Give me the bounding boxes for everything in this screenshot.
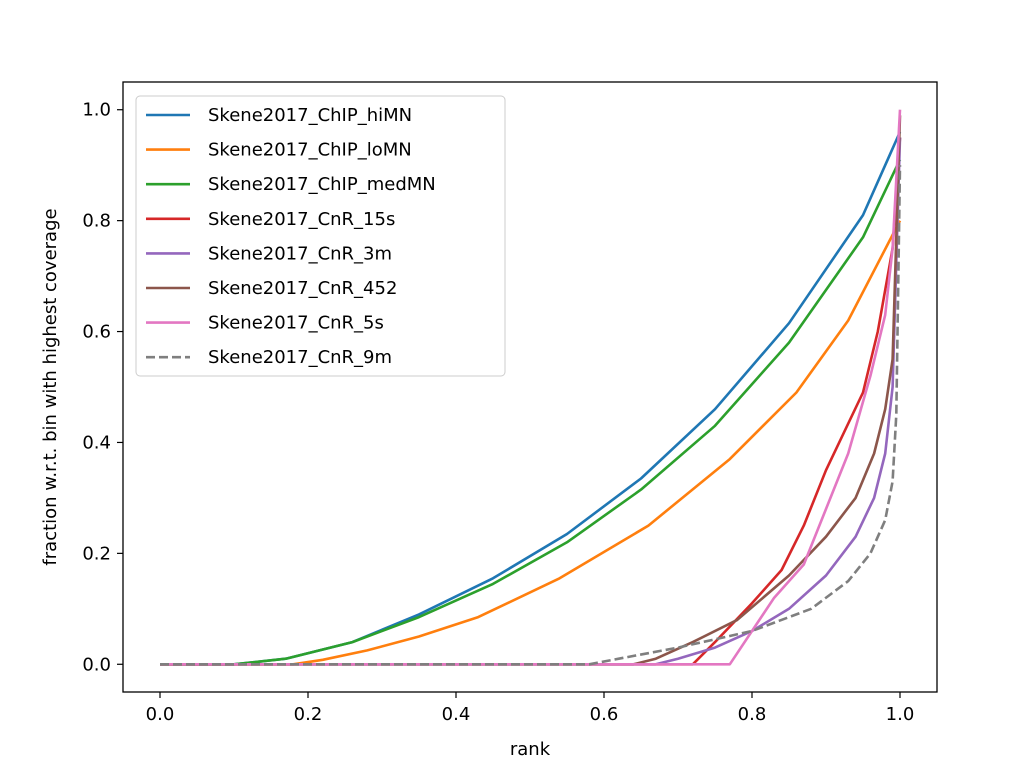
- legend-label: Skene2017_CnR_5s: [208, 313, 384, 334]
- legend: Skene2017_ChIP_hiMN Skene2017_ChIP_loMN Sk…: [135, 95, 506, 377]
- x-tick-label: 0.8: [738, 704, 767, 725]
- y-tick-label: 0.8: [82, 211, 111, 232]
- legend-label: Skene2017_CnR_3m: [208, 243, 392, 264]
- series-line-2: [160, 220, 902, 666]
- legend-box: [135, 95, 506, 377]
- legend-label: Skene2017_ChIP_loMN: [208, 140, 412, 161]
- series-line-8: [160, 165, 902, 666]
- y-axis-label: fraction w.r.t. bin with highest coverag…: [40, 208, 61, 565]
- legend-label: Skene2017_CnR_9m: [208, 347, 392, 368]
- legend-label: Skene2017_CnR_452: [208, 278, 397, 299]
- series-layer: [160, 109, 902, 666]
- x-tick-label: 0.4: [442, 704, 471, 725]
- legend-label: Skene2017_ChIP_medMN: [208, 174, 436, 195]
- x-tick-label: 1.0: [886, 704, 915, 725]
- series-line-3: [160, 159, 902, 666]
- legend-label: Skene2017_ChIP_hiMN: [208, 105, 412, 126]
- y-tick-label: 0.4: [82, 432, 111, 453]
- series-line-7: [160, 109, 902, 666]
- y-tick-label: 0.6: [82, 322, 111, 343]
- x-tick-label: 0.6: [590, 704, 619, 725]
- plot-frame: [122, 81, 938, 693]
- series-line-5: [160, 137, 902, 666]
- y-tick-label: 0.0: [82, 654, 111, 675]
- y-tick-label: 1.0: [82, 100, 111, 121]
- legend-label: Skene2017_CnR_15s: [208, 209, 395, 230]
- x-tick-label: 0.2: [294, 704, 323, 725]
- y-tick-label: 0.2: [82, 543, 111, 564]
- x-axis-label: rank: [510, 739, 551, 760]
- x-tick-label: 0.0: [146, 704, 175, 725]
- ticks-layer: 0.0 0.2 0.4 0.6 0.8 1.0 0.0 0.2 0.4 0.6 0.8 1.0: [82, 100, 914, 725]
